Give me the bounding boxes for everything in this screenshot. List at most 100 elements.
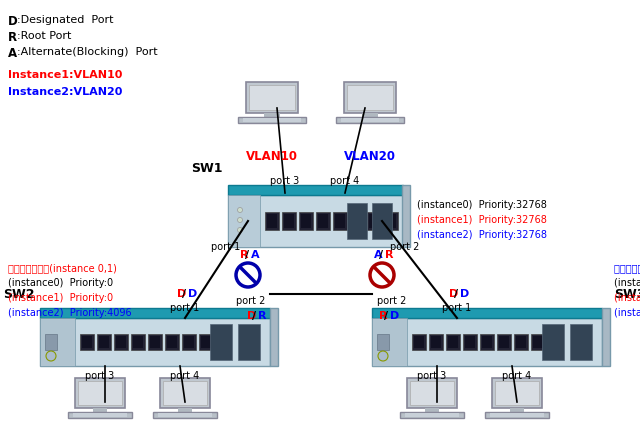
Text: R: R [8,31,17,44]
Circle shape [236,263,260,287]
FancyBboxPatch shape [400,412,464,418]
FancyBboxPatch shape [372,308,602,318]
Bar [499,336,509,348]
Bar [45,334,57,350]
Text: A: A [8,47,17,60]
Text: D: D [8,15,18,28]
Text: port 2: port 2 [390,242,419,252]
Bar [445,334,460,350]
Bar [497,334,511,350]
Text: /: / [252,311,257,321]
Bar [164,334,179,350]
Text: port 4: port 4 [330,176,360,186]
FancyBboxPatch shape [158,413,212,417]
Bar [150,336,159,348]
FancyBboxPatch shape [163,381,207,405]
Bar [447,336,458,348]
Text: port 3: port 3 [270,176,300,186]
Text: /: / [385,311,388,321]
Bar [79,334,93,350]
Text: (instance1)  Priority:4096: (instance1) Priority:4096 [614,293,640,303]
FancyBboxPatch shape [402,185,410,247]
FancyBboxPatch shape [78,381,122,405]
Text: /: / [182,289,186,299]
Text: D: D [188,289,197,299]
Bar [147,334,161,350]
Text: ルートブリッジ(instance 2): ルートブリッジ(instance 2) [614,263,640,273]
Bar [298,212,312,230]
FancyBboxPatch shape [341,118,399,122]
Bar [317,214,328,228]
Bar [210,324,232,360]
Text: /: / [454,289,458,299]
FancyBboxPatch shape [407,378,457,408]
FancyBboxPatch shape [495,381,539,405]
Bar [238,324,260,360]
Text: /: / [245,250,250,260]
FancyBboxPatch shape [344,81,396,113]
FancyBboxPatch shape [485,412,549,418]
Bar [479,334,493,350]
Bar [362,113,378,117]
Bar [412,334,426,350]
Text: D: D [460,289,469,299]
Text: SW1: SW1 [191,162,223,176]
Bar [166,336,177,348]
Bar [115,336,125,348]
Text: port 2: port 2 [377,296,406,306]
Text: Instance2:VLAN20: Instance2:VLAN20 [8,87,122,97]
Text: (instance2)  Priority:32768: (instance2) Priority:32768 [417,230,547,240]
Text: D: D [390,311,399,321]
Bar [132,336,143,348]
Bar [385,214,396,228]
Text: SW3: SW3 [614,288,640,300]
FancyBboxPatch shape [410,381,454,405]
FancyBboxPatch shape [492,378,541,408]
Text: R: R [257,311,266,321]
Bar [182,334,195,350]
Bar [532,336,543,348]
Text: VLAN20: VLAN20 [344,150,396,163]
Bar [351,214,362,228]
Bar [377,334,389,350]
Text: A: A [374,250,383,260]
FancyBboxPatch shape [73,413,127,417]
FancyBboxPatch shape [153,412,217,418]
Text: :Alternate(Blocking)  Port: :Alternate(Blocking) Port [17,47,157,57]
Bar [184,336,193,348]
FancyBboxPatch shape [490,413,544,417]
Bar [264,113,280,117]
FancyBboxPatch shape [40,318,270,366]
FancyBboxPatch shape [270,308,278,366]
Bar [335,214,344,228]
Bar [465,336,474,348]
Text: D: D [177,289,186,299]
Text: (instance2)  Priority:4096: (instance2) Priority:4096 [8,308,132,318]
FancyBboxPatch shape [372,318,602,366]
Circle shape [237,207,243,213]
FancyBboxPatch shape [76,378,125,408]
Bar [542,324,564,360]
Bar [301,214,310,228]
FancyBboxPatch shape [243,118,301,122]
Bar [347,203,367,239]
Bar [266,214,276,228]
Text: /: / [380,250,383,260]
Bar [383,212,397,230]
Bar [97,334,111,350]
Text: port 1: port 1 [211,242,240,252]
Bar [531,334,545,350]
Bar [264,212,278,230]
Text: D: D [247,311,257,321]
Bar [463,334,477,350]
Bar [481,336,492,348]
Text: port 4: port 4 [502,371,532,381]
Bar [282,212,296,230]
Bar [431,336,440,348]
Text: SW2: SW2 [3,288,35,300]
Circle shape [46,351,56,361]
FancyBboxPatch shape [160,378,210,408]
Text: :Designated  Port: :Designated Port [17,15,113,25]
Text: (instance1)  Priority:0: (instance1) Priority:0 [8,293,113,303]
FancyBboxPatch shape [249,84,295,110]
